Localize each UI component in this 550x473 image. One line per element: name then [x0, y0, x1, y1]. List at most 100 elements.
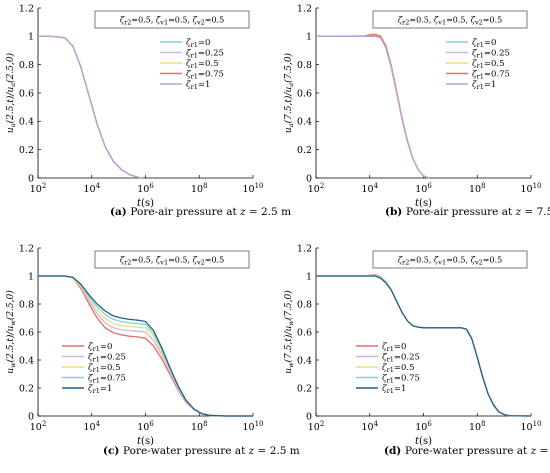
series-line-5 [316, 275, 532, 417]
x-tick-label: 106 [137, 420, 154, 433]
y-tick-label: 0 [306, 173, 312, 184]
legend-entry: ζr1​=0.75 [382, 374, 420, 385]
legend-entry: ζr1​=0.5 [472, 59, 505, 70]
y-tick-label: 0.6 [297, 327, 312, 338]
legend-entry: ζr1​=0.75 [472, 70, 510, 81]
parameter-box [372, 250, 528, 269]
x-tick-label: 1010 [520, 182, 541, 195]
y-tick-label: 0.6 [19, 327, 34, 338]
parameter-box [372, 10, 528, 29]
series-line-1 [38, 35, 143, 179]
legend-entry: ζr1​=0.25 [186, 49, 224, 60]
x-axis-label: t(s) [137, 436, 154, 447]
y-tick-label: 1 [306, 271, 312, 282]
x-tick-label: 108 [191, 420, 208, 433]
y-axis-label: ua​(7.5,t)/ua​(7.5,0) [283, 52, 295, 133]
legend-entry: ζr1​=0.5 [88, 363, 121, 374]
x-tick-label: 106 [415, 420, 432, 433]
series-line-5 [38, 275, 253, 417]
x-tick-label: 108 [469, 182, 486, 195]
y-tick-label: 0.4 [19, 355, 34, 366]
series-line-3 [38, 35, 143, 179]
y-tick-label: 1.2 [19, 3, 34, 14]
y-tick-label: 0.8 [19, 60, 34, 71]
y-tick-label: 0.2 [19, 383, 34, 394]
y-tick-label: 0 [28, 173, 34, 184]
y-tick-label: 0.6 [297, 88, 312, 99]
parameter-annotation: ζr2​=0.5, ζv1​=0.5, ζv2​=0.5 [398, 256, 502, 267]
legend-entry: ζr1​=0.25 [88, 353, 126, 364]
x-tick-label: 1010 [242, 420, 263, 433]
x-tick-label: 1010 [520, 420, 541, 433]
x-tick-label: 104 [361, 182, 378, 195]
series-line-5 [38, 35, 143, 179]
legend-entry: ζr1​=1 [186, 80, 210, 91]
legend-entry: ζr1​=0.25 [382, 353, 420, 364]
series-line-1 [316, 273, 532, 417]
x-tick-label: 108 [191, 182, 208, 195]
x-tick-label: 104 [361, 420, 378, 433]
y-tick-label: 0.2 [297, 145, 312, 156]
chart-panel-c: 0 0.2 0.4 0.6 0.8 1 1.2 102 104 106 108 1010 t(s) uw​… [5, 243, 300, 457]
chart-panel-b: 0 0.2 0.4 0.6 0.8 1 1.2 102 104 106 108 1010 t(s) ua​… [283, 3, 550, 218]
y-tick-label: 0.2 [297, 383, 312, 394]
y-tick-label: 0.8 [19, 299, 34, 310]
legend-entry: ζr1​=1 [472, 80, 496, 91]
panel-caption: (c) Pore-water pressure at z = 2.5 m [103, 445, 300, 457]
panel-caption: (a) Pore-air pressure at z = 2.5 m [110, 206, 291, 218]
y-tick-label: 1.2 [19, 243, 34, 254]
chart-panel-a: 0 0.2 0.4 0.6 0.8 1 1.2 102 104 106 108 1010 t(s) ua​… [5, 3, 291, 218]
legend-entry: ζr1​=1 [88, 384, 112, 395]
x-tick-label: 106 [415, 182, 432, 195]
x-axis-label: t(s) [415, 198, 432, 209]
x-tick-label: 1010 [242, 182, 263, 195]
panel-caption: (b) Pore-air pressure at z = 7.5 m [385, 206, 550, 218]
y-tick-label: 0 [306, 411, 312, 422]
y-tick-label: 1 [28, 271, 34, 282]
legend-entry: ζr1​=0 [186, 38, 210, 49]
y-tick-label: 0 [28, 411, 34, 422]
y-tick-label: 0.4 [297, 117, 312, 128]
y-tick-label: 0.6 [19, 88, 34, 99]
legend-entry: ζr1​=0 [382, 342, 406, 353]
x-tick-label: 102 [308, 182, 325, 195]
x-axis-label: t(s) [415, 436, 432, 447]
y-axis-label: ua​(2.5,t)/ua​(2.5,0) [5, 52, 17, 133]
y-axis-label: uw​(2.5,t)/uw​(2.5,0) [5, 290, 17, 374]
legend-entry: ζr1​=1 [382, 384, 406, 395]
legend-entry: ζr1​=0.5 [382, 363, 415, 374]
legend-entry: ζr1​=0.5 [186, 59, 219, 70]
y-tick-label: 0.4 [19, 117, 34, 128]
y-tick-label: 0.8 [297, 60, 312, 71]
legend-entry: ζr1​=0.25 [472, 49, 510, 60]
series-line-5 [316, 35, 430, 179]
parameter-annotation: ζr2​=0.5, ζv1​=0.5, ζv2​=0.5 [120, 16, 224, 27]
series-line-2 [316, 274, 532, 417]
y-tick-label: 1 [306, 32, 312, 43]
x-tick-label: 108 [469, 420, 486, 433]
series-line-2 [38, 35, 143, 179]
x-tick-label: 104 [83, 420, 100, 433]
y-tick-label: 0.2 [19, 145, 34, 156]
parameter-box [94, 250, 250, 269]
y-tick-label: 1.2 [297, 243, 312, 254]
x-tick-label: 106 [137, 182, 154, 195]
legend-entry: ζr1​=0 [472, 38, 496, 49]
parameter-box [94, 10, 250, 29]
panel-caption: (d) Pore-water pressure at z = 7.5 m [384, 445, 550, 457]
series-line-4 [316, 275, 532, 417]
series-line-4 [38, 35, 143, 179]
series-line-3 [316, 274, 532, 417]
parameter-annotation: ζr2​=0.5, ζv1​=0.5, ζv2​=0.5 [120, 256, 224, 267]
x-tick-label: 102 [30, 182, 47, 195]
y-axis-label: uw​(7.5,t)/uw​(7.5,0) [283, 290, 295, 374]
parameter-annotation: ζr2​=0.5, ζv1​=0.5, ζv2​=0.5 [398, 16, 502, 27]
y-tick-label: 0.8 [297, 299, 312, 310]
y-tick-label: 0.4 [297, 355, 312, 366]
x-tick-label: 102 [30, 420, 47, 433]
y-tick-label: 1 [28, 32, 34, 43]
x-axis-label: t(s) [137, 198, 154, 209]
legend-entry: ζr1​=0.75 [88, 374, 126, 385]
chart-panel-d: 0 0.2 0.4 0.6 0.8 1 1.2 102 104 106 108 1010 t(s) uw​… [283, 243, 550, 457]
y-tick-label: 1.2 [297, 3, 312, 14]
